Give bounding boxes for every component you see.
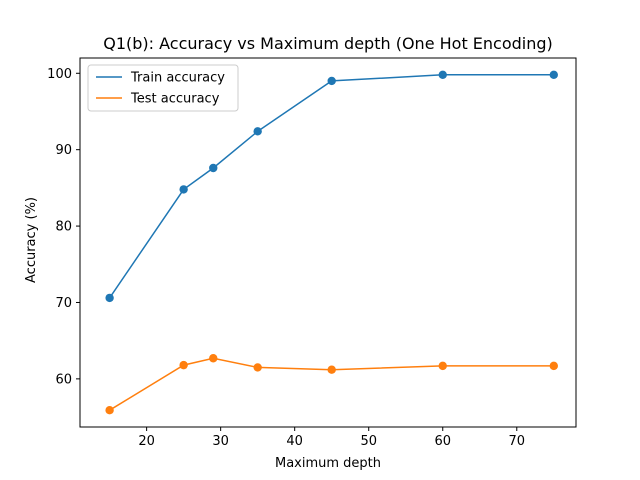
series-0-point-5 — [438, 70, 447, 80]
y-axis-label: Accuracy (%) — [24, 197, 39, 283]
series-1-point-3 — [253, 363, 262, 372]
axes-frame — [79, 57, 577, 428]
x-axis-label: Maximum depth — [275, 456, 381, 471]
plot-area: 20 30 40 50 60 70 60 70 80 90 100 — [47, 57, 577, 449]
y-tick-label-0: 60 — [55, 372, 72, 387]
series-0-point-1 — [179, 185, 188, 194]
series-0-point-0 — [105, 293, 114, 303]
chart-title: Q1(b): Accuracy vs Maximum depth (One Ho… — [103, 34, 553, 53]
x-tick-label-1: 30 — [212, 434, 229, 449]
series-1-point-5 — [438, 361, 447, 371]
y-tick-label-4: 100 — [47, 67, 72, 82]
series-1-point-2 — [209, 354, 218, 363]
y-tick-label-2: 80 — [55, 220, 72, 235]
series-0-point-2 — [209, 163, 218, 173]
series-1-point-0 — [105, 405, 114, 415]
legend-label-1: Test accuracy — [130, 92, 220, 107]
x-tick-label-5: 70 — [509, 434, 526, 449]
series-1-point-6 — [549, 361, 558, 371]
series-1-point-4 — [327, 365, 336, 374]
series-0-point-4 — [327, 76, 336, 86]
legend-label-0: Train accuracy — [130, 71, 225, 86]
series-1-point-1 — [179, 360, 188, 370]
legend-box — [87, 64, 239, 112]
x-tick-label-3: 50 — [360, 434, 377, 449]
y-tick-label-1: 70 — [55, 296, 72, 311]
series-0-point-3 — [253, 127, 262, 136]
series-0-point-6 — [549, 70, 558, 80]
x-tick-label-0: 20 — [138, 434, 155, 449]
legend: Train accuracy Test accuracy — [87, 64, 239, 112]
x-tick-label-2: 40 — [286, 434, 303, 449]
y-tick-label-3: 90 — [55, 143, 72, 158]
x-tick-label-4: 60 — [434, 434, 451, 449]
